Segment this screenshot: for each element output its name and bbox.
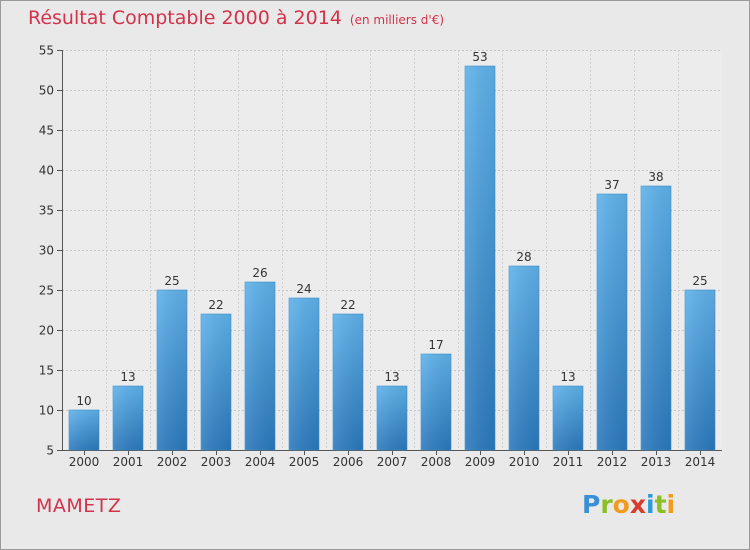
- bar-shade-2013: [641, 186, 671, 450]
- x-tick-label-2001: 2001: [113, 455, 144, 469]
- value-label-2014: 25: [692, 274, 707, 288]
- y-tick-label: 20: [39, 324, 54, 338]
- logo-letter: P: [582, 490, 601, 519]
- logo-letter: r: [600, 490, 613, 519]
- value-label-2004: 26: [252, 266, 267, 280]
- value-label-2011: 13: [560, 370, 575, 384]
- x-tick-label-2007: 2007: [377, 455, 408, 469]
- value-label-2008: 17: [428, 338, 443, 352]
- y-tick-label: 15: [39, 364, 54, 378]
- y-tick-label: 40: [39, 164, 54, 178]
- bar-shade-2003: [201, 314, 231, 450]
- x-tick-label-2012: 2012: [597, 455, 628, 469]
- chart-unit: (en milliers d'€): [349, 13, 445, 27]
- y-tick-label: 10: [39, 404, 54, 418]
- value-label-2007: 13: [384, 370, 399, 384]
- proxiti-logo: Proxiti: [582, 490, 675, 519]
- value-label-2003: 22: [208, 298, 223, 312]
- bar-shade-2014: [685, 290, 715, 450]
- bar-shade-2005: [289, 298, 319, 450]
- x-tick-label-2013: 2013: [641, 455, 672, 469]
- bar-shade-2008: [421, 354, 451, 450]
- place-name: MAMETZ: [36, 495, 122, 517]
- y-tick-label: 50: [39, 84, 54, 98]
- bar-shade-2006: [333, 314, 363, 450]
- bar-shade-2000: [69, 410, 99, 450]
- logo-letter: i: [646, 490, 655, 519]
- bar-shade-2010: [509, 266, 539, 450]
- bar-shade-2002: [157, 290, 187, 450]
- value-label-2005: 24: [296, 282, 311, 296]
- x-tick-label-2008: 2008: [421, 455, 452, 469]
- logo-letter: i: [666, 490, 676, 519]
- chart-title: Résultat Comptable 2000 à 2014 (en millie…: [28, 7, 444, 29]
- value-label-2000: 10: [76, 394, 91, 408]
- logo-letter: x: [629, 490, 646, 519]
- x-tick-label-2009: 2009: [465, 455, 496, 469]
- bar-shade-2009: [465, 66, 495, 450]
- x-tick-label-2011: 2011: [553, 455, 584, 469]
- x-tick-label-2003: 2003: [201, 455, 232, 469]
- x-tick-label-2002: 2002: [157, 455, 188, 469]
- x-tick-label-2014: 2014: [685, 455, 716, 469]
- y-tick-label: 25: [39, 284, 54, 298]
- value-label-2012: 37: [604, 178, 619, 192]
- y-tick-label: 30: [39, 244, 54, 258]
- bar-shade-2007: [377, 386, 407, 450]
- chart-title-text: Résultat Comptable 2000 à 2014: [28, 7, 342, 29]
- bar-shade-2011: [553, 386, 583, 450]
- value-label-2006: 22: [340, 298, 355, 312]
- value-label-2010: 28: [516, 250, 531, 264]
- y-tick-label: 45: [39, 124, 54, 138]
- y-tick-label: 55: [39, 44, 54, 58]
- bar-shade-2012: [597, 194, 627, 450]
- value-label-2001: 13: [120, 370, 135, 384]
- x-tick-label-2004: 2004: [245, 455, 276, 469]
- x-tick-label-2000: 2000: [69, 455, 100, 469]
- y-tick-label: 5: [46, 444, 54, 458]
- value-label-2013: 38: [648, 170, 663, 184]
- value-label-2002: 25: [164, 274, 179, 288]
- value-label-2009: 53: [472, 50, 487, 64]
- logo-letter: t: [654, 490, 667, 519]
- logo-letter: o: [612, 490, 630, 519]
- bar-shade-2004: [245, 282, 275, 450]
- x-tick-label-2010: 2010: [509, 455, 540, 469]
- x-tick-label-2006: 2006: [333, 455, 364, 469]
- bar-shade-2001: [113, 386, 143, 450]
- y-tick-label: 35: [39, 204, 54, 218]
- x-tick-label-2005: 2005: [289, 455, 320, 469]
